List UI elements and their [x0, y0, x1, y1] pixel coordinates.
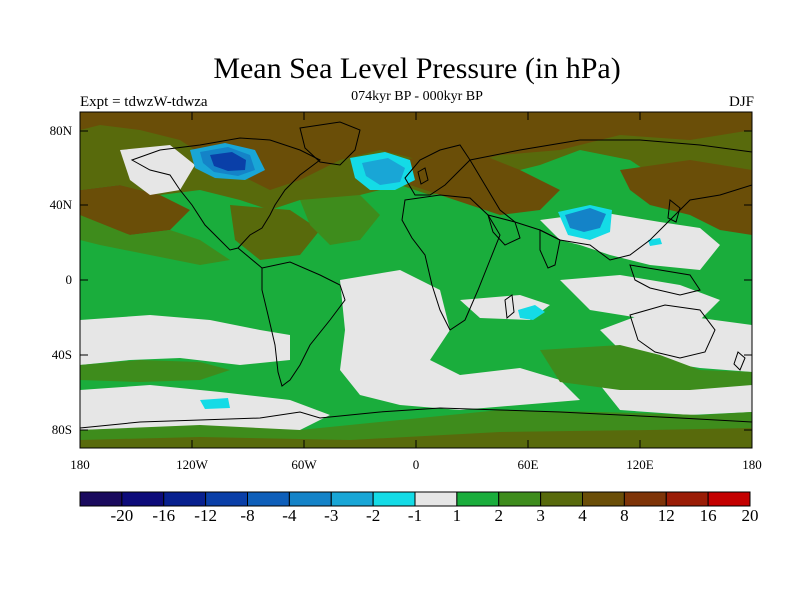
season-label: DJF [728, 94, 754, 110]
field-contour-patch [80, 428, 752, 448]
colorbar-swatch [498, 491, 542, 507]
lon-label-120e: 120E [626, 457, 654, 472]
coastline-path [261, 261, 346, 387]
field-contour-patch [560, 275, 720, 320]
field-contour-patch [565, 208, 606, 232]
field-contour-patch [80, 215, 230, 265]
coastline-path [299, 121, 361, 166]
coastline-path [629, 264, 701, 296]
field-contour-patch [518, 305, 545, 320]
colorbar-swatch [247, 491, 290, 507]
colorbar-swatch [540, 491, 583, 507]
colorbar-swatch [205, 491, 248, 507]
axis-ticks [79, 112, 753, 448]
lon-label-60e: 60E [517, 457, 539, 472]
colorbar-tick-label: -16 [152, 506, 176, 525]
field-contour-patch [210, 152, 246, 171]
field-contour-patch [362, 158, 405, 185]
colorbar-tick-label: 8 [620, 506, 629, 525]
colorbar-tick-label: 2 [494, 506, 504, 525]
colorbar-swatch [288, 491, 332, 507]
lon-label-60w: 60W [291, 457, 317, 472]
lat-label-80s: 80S [51, 422, 72, 437]
field-contour-patch [340, 270, 580, 410]
coastline-path [237, 247, 263, 269]
coastline-path [469, 139, 752, 261]
lon-label-120w: 120W [176, 457, 208, 472]
coastline-path [629, 304, 716, 359]
colorbar-swatch [330, 491, 374, 507]
pressure-field [80, 112, 752, 448]
coastline-path [401, 194, 501, 331]
coastline-path [80, 407, 752, 429]
colorbar [79, 491, 751, 507]
lon-label-0: 0 [412, 457, 420, 472]
colorbar-tick-label: 12 [657, 506, 675, 525]
colorbar-swatch [707, 491, 751, 507]
colorbar-swatch [372, 491, 416, 507]
colorbar-tick-label: 20 [741, 506, 759, 525]
colorbar-tick-label: -12 [194, 506, 217, 525]
field-contour-patch [80, 185, 190, 235]
lat-label-0: 0 [65, 272, 73, 287]
lat-label-40n: 40N [49, 197, 72, 212]
colorbar-swatch [414, 491, 458, 507]
lon-label-180w: 180 [70, 457, 90, 472]
colorbar-tick-label: -1 [407, 506, 423, 525]
colorbar-swatch [121, 491, 165, 507]
field-contour-patch [230, 205, 320, 260]
experiment-label: Expt = tdwzW-tdwza [80, 94, 208, 110]
colorbar-tick-label: 4 [578, 506, 587, 525]
coastline-path [539, 229, 561, 269]
colorbar-tick-label: -4 [282, 506, 297, 525]
coastline-path [404, 144, 471, 196]
colorbar-tick-label: 3 [536, 506, 545, 525]
chart-title: Mean Sea Level Pressure (in hPa) [213, 52, 621, 85]
lon-label-180e: 180 [742, 457, 762, 472]
colorbar-tick-label: -20 [110, 506, 134, 525]
field-contour-patch [80, 315, 290, 365]
field-contour-patch [620, 160, 752, 235]
coastline-path [733, 351, 746, 371]
colorbar-swatch [163, 491, 207, 507]
colorbar-swatch [582, 491, 625, 507]
coastline-path [504, 294, 515, 319]
coastlines [80, 121, 752, 429]
colorbar-tick-label: 1 [452, 506, 462, 525]
coastline-path [417, 167, 429, 185]
colorbar-tick-label: 16 [699, 506, 717, 525]
field-contour-patch [648, 238, 662, 246]
field-contour-patch [400, 150, 560, 215]
colorbar-swatch [665, 491, 709, 507]
colorbar-swatch [456, 491, 500, 507]
coastline-path [667, 199, 681, 223]
colorbar-swatch [623, 491, 667, 507]
chart-subtitle: 074kyr BP - 000kyr BP [351, 89, 483, 104]
lat-label-40s: 40S [51, 347, 72, 362]
colorbar-tick-label: -2 [366, 506, 381, 525]
colorbar-swatch [79, 491, 123, 507]
field-contour-patch [200, 398, 230, 409]
field-contour-patch [300, 195, 380, 245]
colorbar-tick-label: -3 [324, 506, 339, 525]
field-contour-patch [540, 345, 752, 390]
coastline-path [130, 137, 321, 251]
coastline-path [487, 214, 521, 246]
colorbar-tick-label: -8 [240, 506, 255, 525]
lat-label-80n: 80N [49, 123, 72, 138]
field-contour-patch [80, 360, 230, 382]
